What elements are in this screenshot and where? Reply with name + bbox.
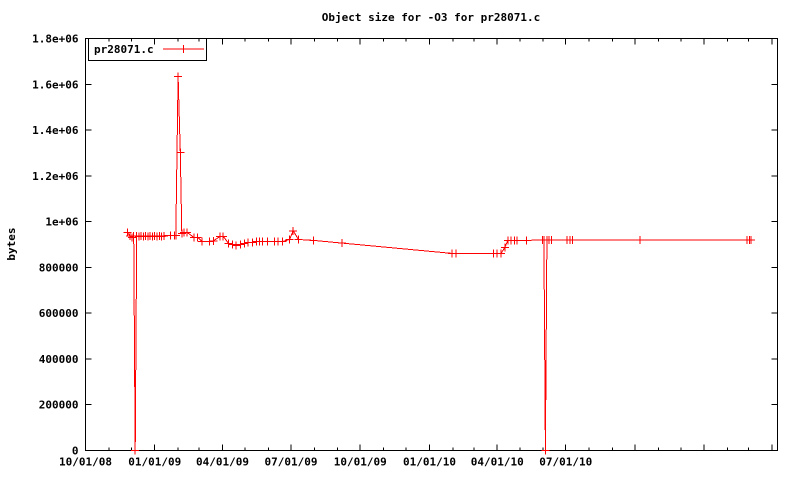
plot-border (85, 38, 778, 451)
y-tick-label: 1.4e+06 (32, 124, 79, 137)
legend: pr28071.c (88, 38, 207, 61)
y-tick-label: 600000 (39, 307, 79, 320)
y-tick-label: 200000 (39, 399, 79, 412)
x-tick-label: 07/01/09 (264, 456, 317, 469)
y-axis-label: bytes (5, 227, 18, 260)
y-tick-label: 1.6e+06 (32, 78, 79, 91)
legend-series-label: pr28071.c (94, 43, 154, 56)
x-tick-label: 07/01/10 (539, 456, 592, 469)
chart-title: Object size for -O3 for pr28071.c (322, 11, 541, 24)
x-tick-label: 01/01/09 (128, 456, 181, 469)
y-tick-label: 1.8e+06 (32, 33, 79, 46)
y-tick-label: 400000 (39, 353, 79, 366)
x-tick-label: 04/01/10 (471, 456, 524, 469)
series-point-markers (123, 72, 755, 455)
x-tick-label: 10/01/08 (59, 456, 112, 469)
y-tick-label: 1.2e+06 (32, 170, 79, 183)
x-tick-label: 10/01/09 (334, 456, 387, 469)
x-tick-label: 01/01/10 (403, 456, 456, 469)
x-tick-label: 04/01/09 (196, 456, 249, 469)
series-line (127, 76, 751, 451)
axis-ticks (85, 38, 778, 451)
axis-tick-labels: 0 200000 400000 600000 800000 1e+06 1.2e+06 1.4… (32, 33, 592, 469)
data-series (123, 72, 755, 455)
y-tick-label: 1e+06 (45, 216, 78, 229)
y-tick-label: 0 (72, 445, 79, 458)
y-tick-label: 800000 (39, 261, 79, 274)
legend-plus-marker-icon (179, 45, 188, 53)
